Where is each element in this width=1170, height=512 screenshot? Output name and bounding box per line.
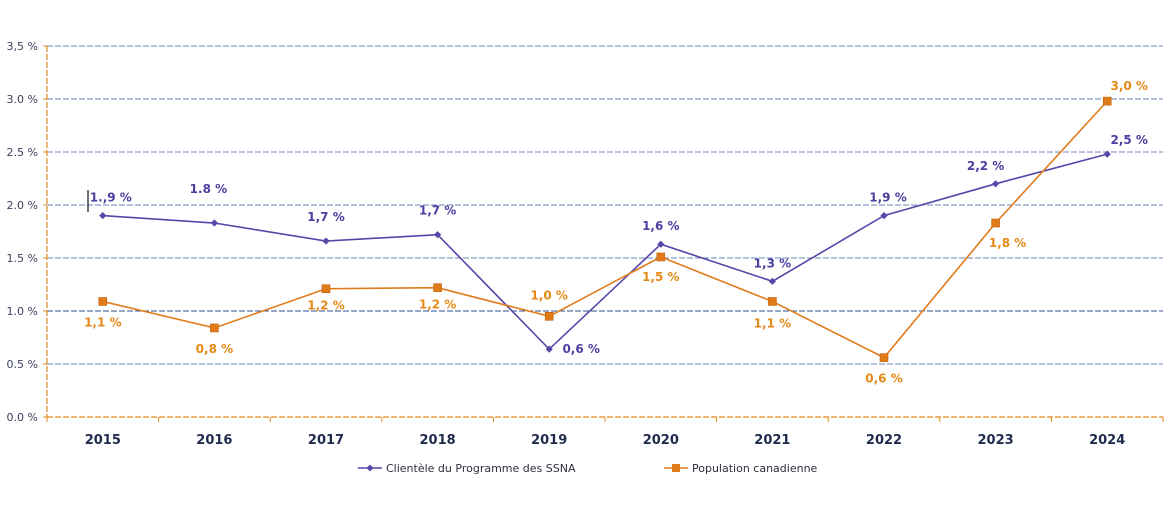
y-tick-label: 3,5 % [7, 40, 38, 53]
data-point-square [879, 353, 889, 362]
y-tick-label: 0.5 % [7, 358, 38, 371]
data-point-diamond [545, 345, 553, 353]
data-label: 1,7 % [307, 210, 344, 224]
legend-item: Clientèle du Programme des SSNA [358, 462, 576, 475]
x-tick-label: 2019 [531, 433, 567, 448]
legend-diamond-icon [366, 464, 374, 472]
data-label: 3,0 % [1110, 79, 1147, 93]
data-label: 1,2 % [307, 299, 344, 313]
data-label: 0,6 % [865, 372, 902, 386]
x-tick-label: 2018 [420, 433, 456, 448]
x-tick-label: 2020 [643, 433, 679, 448]
data-labels: 1.,9 % 1.8 % 1,7 % 1,7 % 0,6 % 1,6 % 1,3 % 1,9 … [84, 79, 1148, 386]
y-tick-label: 1.5 % [7, 252, 38, 265]
data-label: 1,6 % [642, 219, 679, 233]
data-label: 1,9 % [869, 191, 906, 205]
data-label: 1,7 % [419, 204, 456, 218]
data-label: 2,2 % [967, 159, 1004, 173]
data-point-diamond [768, 277, 776, 285]
gridlines [47, 45, 1163, 365]
data-point-diamond [322, 237, 330, 245]
data-label: 1,3 % [754, 256, 791, 270]
data-label: 1.,9 % [90, 191, 132, 205]
data-point-diamond [434, 231, 442, 239]
data-label: 1,0 % [530, 288, 567, 302]
legend-label: Clientèle du Programme des SSNA [386, 462, 576, 475]
data-point-diamond [880, 212, 888, 220]
x-tick-label: 2015 [85, 433, 121, 448]
y-tick-label: 0.0 % [7, 411, 38, 424]
data-point-square [321, 284, 331, 294]
data-point-square [98, 297, 108, 306]
y-tick-label: 2.5 % [7, 146, 38, 159]
series-line-ssna [102, 153, 1108, 351]
data-label: 0,8 % [196, 342, 233, 356]
data-point-square [1102, 96, 1112, 106]
data-label: 1,2 % [419, 298, 456, 312]
y-tick-label: 1.0 % [7, 305, 38, 318]
data-label: 1,1 % [84, 315, 121, 329]
y-tick-label: 2.0 % [7, 199, 38, 212]
y-tick-label: 3.0 % [7, 93, 38, 106]
axes [43, 45, 1164, 422]
legend-square-icon [672, 464, 680, 472]
x-tick-label: 2016 [196, 433, 232, 448]
data-point-diamond [657, 240, 665, 248]
x-tick-label: 2024 [1089, 433, 1125, 448]
data-label: 0,6 % [562, 342, 599, 356]
legend: Clientèle du Programme des SSNA Populatio… [358, 462, 818, 475]
data-point-square [656, 252, 666, 262]
data-point-square [991, 218, 1000, 228]
data-point-diamond [992, 180, 1000, 188]
series-line-population [102, 100, 1108, 359]
data-point-square [544, 311, 554, 321]
data-label: 1,8 % [989, 236, 1026, 250]
data-point-diamond [210, 219, 218, 227]
data-point-square [210, 323, 219, 333]
data-point-square [433, 283, 442, 292]
x-tick-label: 2022 [866, 433, 902, 448]
data-label: 1,5 % [642, 270, 679, 284]
data-point-square [768, 297, 777, 306]
x-tick-label: 2023 [978, 433, 1014, 448]
data-label: 1.8 % [190, 182, 227, 196]
data-label: 2,5 % [1110, 133, 1147, 147]
data-label: 1,1 % [754, 316, 791, 330]
legend-item: Population canadienne [664, 462, 818, 475]
x-tick-label: 2021 [754, 433, 790, 448]
x-axis-ticks: 2015 2016 2017 2018 2019 2020 2021 2022 2023 2024 [85, 433, 1126, 448]
y-axis-ticks: 0.0 % 0.5 % 1.0 % 1.5 % 2.0 % 2.5 % 3.0 % 3,5 % [7, 40, 38, 424]
data-point-diamond [1103, 150, 1111, 158]
legend-label: Population canadienne [692, 462, 818, 475]
data-point-diamond [99, 212, 107, 220]
x-tick-label: 2017 [308, 433, 344, 448]
series [98, 96, 1112, 362]
